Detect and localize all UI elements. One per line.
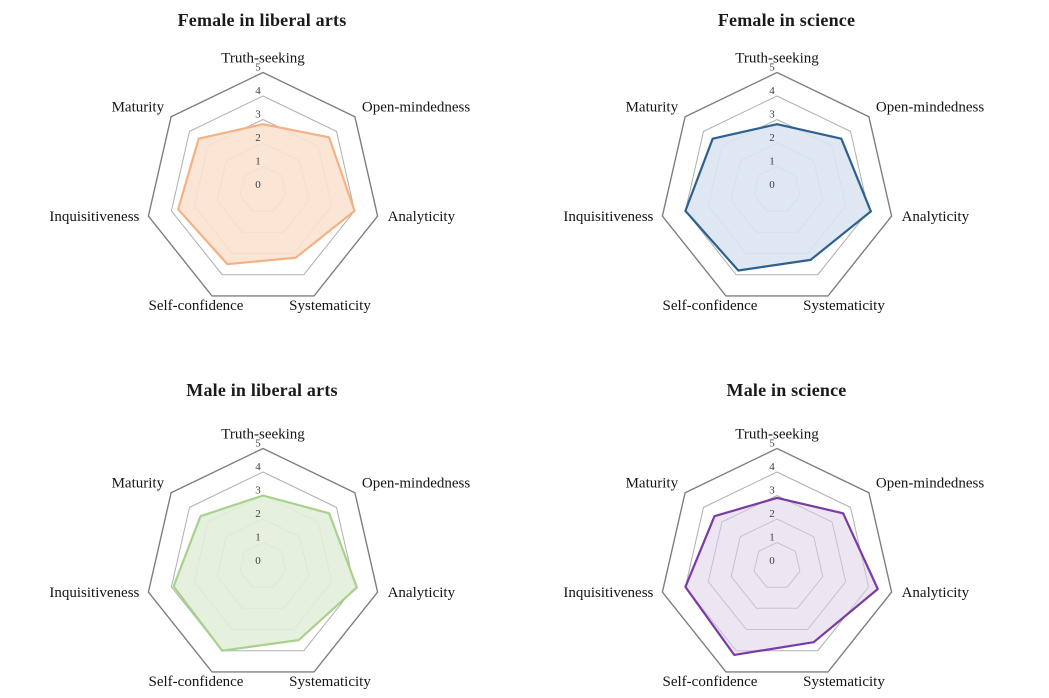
tick-label-4: 4 <box>255 461 261 473</box>
tick-label-2: 2 <box>255 132 261 144</box>
axis-label: Truth-seeking <box>735 51 819 67</box>
grid-ring-5 <box>661 71 893 297</box>
tick-label-1: 1 <box>769 156 775 168</box>
axis-label: Truth-seeking <box>735 427 819 443</box>
axis-label: Open-mindedness <box>876 476 984 492</box>
grid-ring-4 <box>684 471 870 652</box>
tick-label-5: 5 <box>255 62 261 74</box>
axis-label: Truth-seeking <box>221 427 305 443</box>
tick-label-2: 2 <box>255 508 261 520</box>
tick-label-1: 1 <box>769 532 775 544</box>
tick-label-5: 5 <box>255 438 261 450</box>
grid-ring-5 <box>147 447 379 673</box>
axis-label: Inquisitiveness <box>49 209 139 225</box>
tick-label-3: 3 <box>255 109 261 121</box>
axis-label: Analyticity <box>902 585 970 601</box>
radar-panel-male-liberal-arts: Male in liberal arts 0 1 2 3 4 5 Truth-seeking… <box>0 349 524 698</box>
axis-label: Self-confidence <box>149 298 244 314</box>
grid-ring-4 <box>170 95 356 276</box>
axis-label: Analyticity <box>902 209 970 225</box>
axis-label: Open-mindedness <box>362 476 470 492</box>
axis-label: Maturity <box>626 476 679 492</box>
radar-panel-female-liberal-arts: Female in liberal arts 0 1 2 3 4 5 Truth-seeki… <box>0 0 524 349</box>
tick-label-3: 3 <box>255 485 261 497</box>
axis-label: Analyticity <box>388 209 456 225</box>
data-polygon <box>172 494 358 652</box>
chart-title-male-liberal-arts: Male in liberal arts <box>186 380 338 400</box>
data-polygon <box>684 496 879 656</box>
tick-label-3: 3 <box>769 109 775 121</box>
radar-panel-female-science: Female in science 0 1 2 3 4 5 Truth-seeking Ope… <box>524 0 1049 349</box>
tick-label-1: 1 <box>255 156 261 168</box>
grid-ring-4 <box>170 471 356 652</box>
axis-label: Self-confidence <box>149 674 244 690</box>
tick-label-1: 1 <box>255 532 261 544</box>
tick-label-0: 0 <box>255 555 261 567</box>
axis-label: Open-mindedness <box>362 100 470 116</box>
axis-label: Self-confidence <box>663 298 758 314</box>
tick-label-2: 2 <box>769 508 775 520</box>
radar-panel-male-science: Male in science 0 1 2 3 4 5 Truth-seeking Open-… <box>524 349 1049 698</box>
tick-label-3: 3 <box>769 485 775 497</box>
axis-label: Inquisitiveness <box>563 585 653 601</box>
tick-label-5: 5 <box>769 438 775 450</box>
chart-title-female-liberal-arts: Female in liberal arts <box>177 10 347 30</box>
grid-ring-4 <box>684 95 870 276</box>
tick-label-0: 0 <box>255 179 261 191</box>
tick-label-4: 4 <box>769 461 775 473</box>
axis-label: Analyticity <box>388 585 456 601</box>
axis-label: Systematicity <box>289 674 371 690</box>
tick-label-4: 4 <box>769 85 775 97</box>
axis-label: Self-confidence <box>663 674 758 690</box>
axis-label: Maturity <box>112 100 165 116</box>
axis-label: Open-mindedness <box>876 100 984 116</box>
tick-label-5: 5 <box>769 62 775 74</box>
axis-label: Inquisitiveness <box>563 209 653 225</box>
tick-label-4: 4 <box>255 85 261 97</box>
chart-title-female-science: Female in science <box>717 10 856 30</box>
axis-label: Truth-seeking <box>221 51 305 67</box>
tick-label-2: 2 <box>769 132 775 144</box>
data-polygon <box>684 123 872 272</box>
chart-title-male-science: Male in science <box>726 380 847 400</box>
axis-label: Maturity <box>112 476 165 492</box>
grid-ring-5 <box>661 447 893 673</box>
axis-label: Maturity <box>626 100 679 116</box>
tick-label-0: 0 <box>769 555 775 567</box>
axis-label: Systematicity <box>289 298 371 314</box>
data-polygon <box>177 123 356 266</box>
tick-label-0: 0 <box>769 179 775 191</box>
axis-label: Systematicity <box>803 674 885 690</box>
axis-label: Inquisitiveness <box>49 585 139 601</box>
grid-ring-5 <box>147 71 379 297</box>
axis-label: Systematicity <box>803 298 885 314</box>
